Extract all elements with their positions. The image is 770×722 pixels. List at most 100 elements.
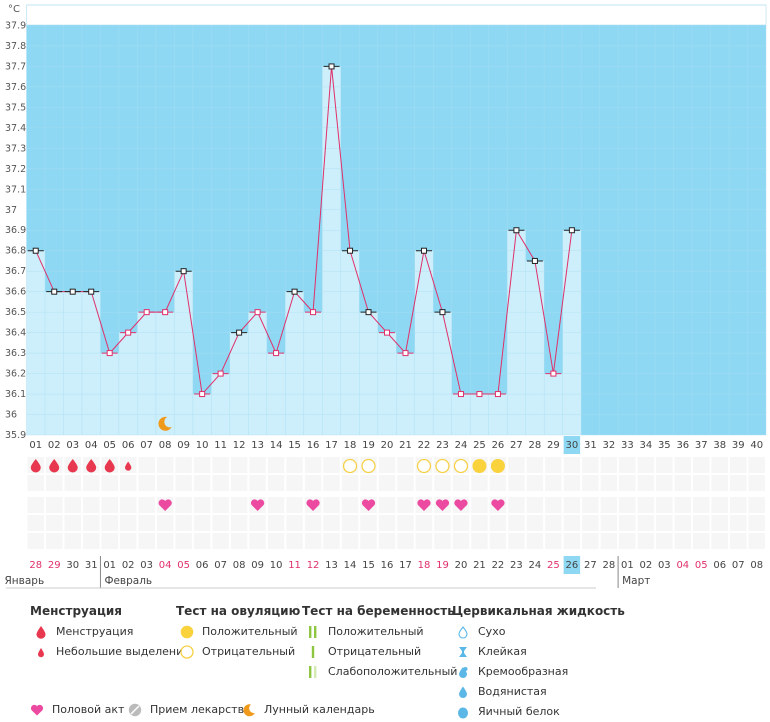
marker-cell	[748, 515, 765, 531]
y-tick-label: 36.7	[5, 266, 26, 277]
marker-rows	[27, 457, 765, 549]
calendar-date-label: 28	[29, 560, 42, 571]
cycle-day-label: 27	[510, 440, 523, 451]
legend-cervical-watery-item: Водянистая	[452, 682, 625, 702]
marker-cell	[748, 457, 765, 473]
marker-cell	[563, 533, 581, 549]
marker-cell	[619, 457, 636, 473]
marker-cell	[341, 475, 359, 491]
menstruation-drop	[30, 459, 41, 473]
marker-cell	[45, 475, 63, 491]
legend-cervical-creamy-label: Кремообразная	[478, 665, 569, 678]
marker-cell	[656, 457, 673, 473]
legend-preg-weak-item: Слабоположительный	[302, 662, 457, 682]
legend-pills-label: Прием лекарств	[150, 703, 245, 716]
marker-cell	[600, 515, 618, 531]
y-axis-unit: °C	[8, 4, 20, 15]
calendar-date-label: 01	[621, 560, 634, 571]
marker-cell	[619, 497, 636, 513]
marker-cell	[508, 497, 525, 513]
calendar-date-label: 24	[529, 560, 542, 571]
heart-icon	[30, 704, 44, 716]
marker-cell	[748, 497, 765, 513]
moon-icon	[243, 704, 255, 717]
marker-cell	[397, 515, 414, 531]
marker-cell	[138, 497, 155, 513]
dry-drop-icon	[458, 626, 468, 639]
marker-cell	[693, 457, 710, 473]
y-tick-label: 37.2	[5, 164, 26, 175]
temperature-point	[476, 391, 483, 398]
temperature-point	[217, 370, 224, 377]
intercourse-heart	[417, 499, 431, 511]
calendar-date-label: 29	[48, 560, 61, 571]
calendar-date-label: 11	[288, 560, 301, 571]
cycle-day-label: 08	[159, 440, 172, 451]
temperature-point	[273, 350, 280, 357]
cycle-day-label: 03	[66, 440, 79, 451]
y-tick-label: 36.9	[5, 225, 26, 236]
marker-cell	[471, 515, 488, 531]
month-label: Февраль	[104, 575, 152, 587]
calendar-date-label: 06	[713, 560, 726, 571]
calendar-date-label: 20	[455, 560, 468, 571]
marker-cell	[323, 515, 340, 531]
calendar-date-label: 19	[436, 560, 449, 571]
temperature-bar	[340, 250, 360, 435]
temperature-point	[88, 288, 95, 295]
legend-cervical-sticky-label: Клейкая	[478, 645, 527, 658]
marker-cell	[434, 515, 451, 531]
marker-cell	[637, 457, 655, 473]
marker-cell	[378, 457, 396, 473]
legend-menstruation-item: Менструация	[30, 622, 190, 642]
cycle-day-label: 39	[732, 440, 745, 451]
intercourse-heart	[361, 499, 376, 511]
ovulation-negative-icon	[180, 645, 194, 659]
marker-cell	[360, 515, 377, 531]
marker-cell	[341, 533, 359, 549]
calendar-date-label: 07	[732, 560, 745, 571]
cycle-day-label: 25	[473, 440, 486, 451]
y-tick-label: 37.6	[5, 82, 26, 93]
marker-cell	[101, 497, 118, 513]
temperature-point	[125, 329, 132, 336]
egg-white-icon	[458, 707, 468, 719]
marker-cell	[693, 533, 710, 549]
marker-cell	[378, 533, 396, 549]
marker-cell	[138, 457, 155, 473]
marker-cell	[526, 515, 544, 531]
legend-pregnancy-title: Тест на беременность	[302, 604, 455, 618]
cycle-day-label: 28	[529, 440, 542, 451]
marker-cell	[230, 515, 248, 531]
marker-cell	[212, 497, 229, 513]
marker-cell	[267, 533, 285, 549]
y-tick-label: 37.4	[5, 123, 26, 134]
temperature-bar	[229, 332, 249, 435]
marker-cell	[508, 533, 525, 549]
temperature-point	[347, 247, 354, 254]
calendar-date-label: 05	[695, 560, 708, 571]
temperature-bar	[285, 291, 304, 435]
marker-cell	[212, 457, 229, 473]
marker-cell	[563, 515, 581, 531]
marker-cell	[360, 533, 377, 549]
menstruation-drop	[49, 459, 60, 473]
marker-cell	[156, 475, 174, 491]
temperature-bar	[525, 260, 545, 435]
cycle-day-label: 12	[233, 440, 246, 451]
marker-cell	[637, 533, 655, 549]
cycle-day-label: 18	[344, 440, 357, 451]
cycle-day-label: 09	[177, 440, 190, 451]
marker-cell	[674, 457, 692, 473]
calendar-date-label: 27	[584, 560, 597, 571]
marker-cell	[138, 515, 155, 531]
marker-cell	[526, 457, 544, 473]
moon-icon	[158, 416, 172, 431]
temperature-bar	[44, 291, 64, 435]
cycle-day-label: 15	[288, 440, 301, 451]
marker-cell	[27, 497, 44, 513]
marker-cell	[397, 533, 414, 549]
marker-cell	[82, 497, 100, 513]
sticky-icon	[459, 647, 467, 657]
marker-cell	[693, 497, 710, 513]
